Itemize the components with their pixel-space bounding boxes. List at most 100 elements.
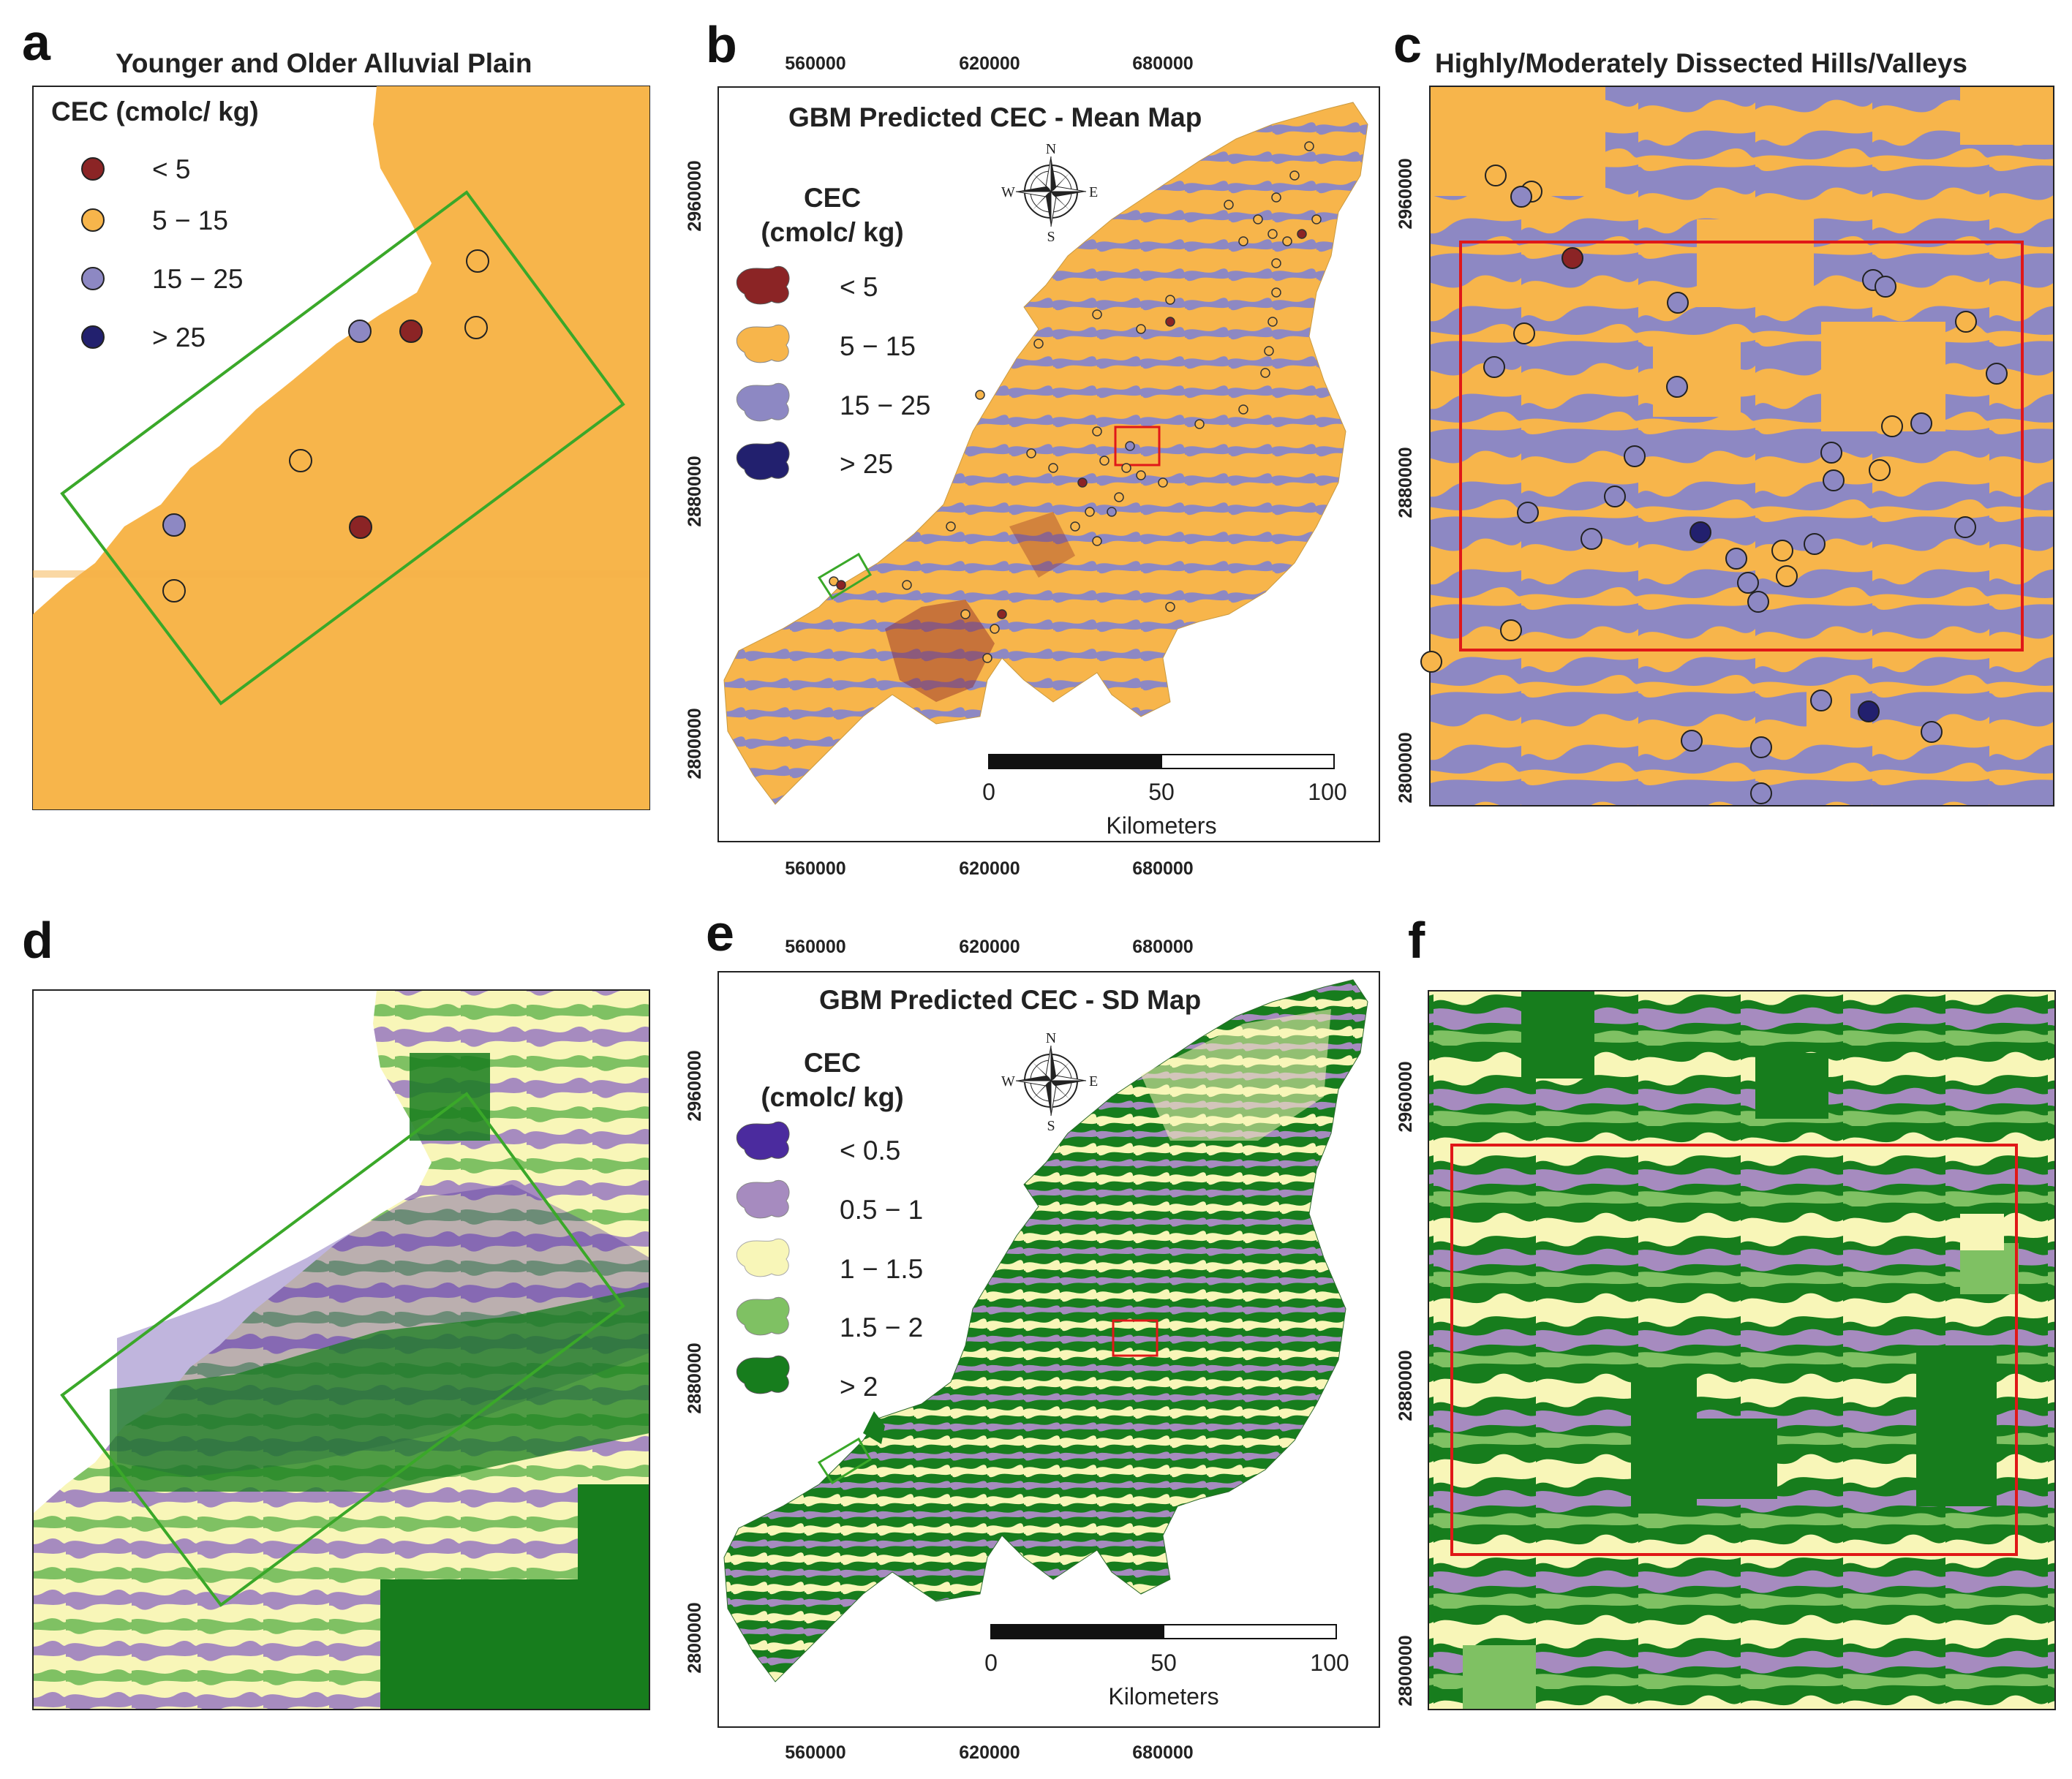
legend-e-title-1: CEC xyxy=(804,1048,861,1078)
legend-e-label-3: 1 − 1.5 xyxy=(840,1254,923,1284)
sample-point xyxy=(162,513,186,537)
legend-e-swatch-15-2 xyxy=(736,1296,790,1336)
sample-point xyxy=(1624,445,1646,467)
sample-point xyxy=(1881,415,1903,437)
sample-point xyxy=(1737,572,1759,594)
b-ytick-1: 2960000 xyxy=(685,160,705,231)
sample-point xyxy=(1858,700,1880,722)
c-ytick-1: 2960000 xyxy=(1395,158,1416,229)
b-scale-50: 50 xyxy=(1148,779,1175,805)
b-xtick-top-3: 680000 xyxy=(1132,53,1193,74)
study-area-frame xyxy=(60,190,625,706)
sample-point xyxy=(1483,356,1505,378)
panel-c-map xyxy=(1429,86,2054,807)
e-scale-50: 50 xyxy=(1150,1650,1177,1676)
sample-point xyxy=(1136,324,1146,334)
sample-point xyxy=(1271,287,1281,298)
sample-point xyxy=(464,316,488,339)
f-ytick-3: 2800000 xyxy=(1395,1635,1416,1706)
sample-point xyxy=(1121,463,1131,473)
e-xtick-bottom-1: 560000 xyxy=(785,1742,845,1763)
sd-map-area xyxy=(723,979,1368,1682)
inset-c-locator xyxy=(1114,426,1161,467)
compass-w: W xyxy=(1001,184,1015,200)
sample-point xyxy=(1114,492,1124,502)
sample-point xyxy=(982,653,992,663)
compass-rose-icon: N S E W xyxy=(1001,1030,1098,1134)
sample-point xyxy=(1921,721,1943,743)
panel-label-b: b xyxy=(706,16,737,73)
e-scale-0: 0 xyxy=(984,1650,998,1676)
compass-s: S xyxy=(1047,229,1055,245)
sample-point xyxy=(1092,309,1102,320)
legend-e-label-5: > 2 xyxy=(840,1372,878,1402)
sample-point xyxy=(1810,690,1832,711)
legend-b-swatch-lt5 xyxy=(736,265,790,305)
sample-point xyxy=(1264,346,1274,356)
legend-b-swatch-15-25 xyxy=(736,382,790,422)
panel-a: a Younger and Older Alluvial Plain CEC (… xyxy=(22,14,650,810)
scale-bar-e: 0 50 100 Kilometers xyxy=(984,1624,1349,1710)
c-ytick-2: 2880000 xyxy=(1395,447,1416,518)
sample-point xyxy=(1070,521,1080,532)
sample-point xyxy=(466,249,489,273)
sample-point xyxy=(1804,533,1826,555)
legend-e-title-2: (cmolc/ kg) xyxy=(761,1082,903,1112)
e-xtick-bottom-3: 680000 xyxy=(1132,1742,1193,1763)
sample-point xyxy=(1581,528,1602,550)
sample-point xyxy=(1311,214,1322,224)
compass-w: W xyxy=(1001,1073,1015,1089)
sample-point xyxy=(1689,521,1711,543)
sample-point xyxy=(836,580,846,590)
panel-e: e GBM Predicted CEC - SD Map 560000 6200… xyxy=(685,904,1380,1763)
compass-e: E xyxy=(1089,1073,1098,1089)
sample-point xyxy=(1271,258,1281,268)
sample-point xyxy=(1954,516,1976,538)
b-xtick-bottom-2: 620000 xyxy=(959,858,1020,879)
sample-point xyxy=(997,609,1007,619)
panel-label-c: c xyxy=(1393,16,1422,73)
sample-point xyxy=(902,580,912,590)
e-ytick-2: 2880000 xyxy=(685,1342,705,1413)
inset-f-locator xyxy=(1112,1319,1159,1357)
sample-point xyxy=(1260,368,1270,378)
e-xtick-top-3: 680000 xyxy=(1132,937,1193,957)
sample-point xyxy=(1271,192,1281,203)
panel-label-e: e xyxy=(706,904,734,962)
legend-a-swatch-lt5 xyxy=(81,157,105,181)
sample-points-b xyxy=(829,141,1322,663)
e-ytick-3: 2800000 xyxy=(685,1602,705,1673)
sample-point xyxy=(399,320,423,343)
legend-a-title: CEC (cmolc/ kg) xyxy=(51,97,259,126)
alluvial-plain-area xyxy=(33,86,649,809)
b-xtick-bottom-1: 560000 xyxy=(785,858,845,879)
panel-label-a: a xyxy=(22,14,51,71)
panel-b-title: GBM Predicted CEC - Mean Map xyxy=(788,102,1202,132)
sample-point xyxy=(1561,247,1583,269)
sample-point xyxy=(1165,602,1175,612)
sample-point xyxy=(348,320,372,343)
sample-point xyxy=(1048,463,1058,473)
panel-d: d xyxy=(22,912,650,1710)
sample-point xyxy=(1875,276,1896,298)
legend-b-title-1: CEC xyxy=(804,183,861,213)
sample-point xyxy=(1667,292,1689,314)
sample-points-b-other xyxy=(836,229,1307,619)
sample-point xyxy=(975,390,985,400)
sample-point xyxy=(1165,295,1175,305)
sample-point xyxy=(1297,229,1307,239)
sample-point xyxy=(1238,236,1248,246)
e-ytick-1: 2960000 xyxy=(685,1050,705,1121)
legend-b-swatch-5-15 xyxy=(736,324,790,363)
sample-point xyxy=(1869,459,1891,481)
sample-point xyxy=(349,515,372,539)
sample-point xyxy=(1238,404,1248,415)
sample-point xyxy=(1955,311,1977,333)
sample-point xyxy=(1747,591,1769,613)
sample-point xyxy=(1485,165,1507,186)
legend-a-label-3: 15 − 25 xyxy=(152,264,243,294)
sample-point xyxy=(162,579,186,603)
study-area-frame-d xyxy=(60,1092,625,1607)
sample-point xyxy=(1125,441,1135,451)
